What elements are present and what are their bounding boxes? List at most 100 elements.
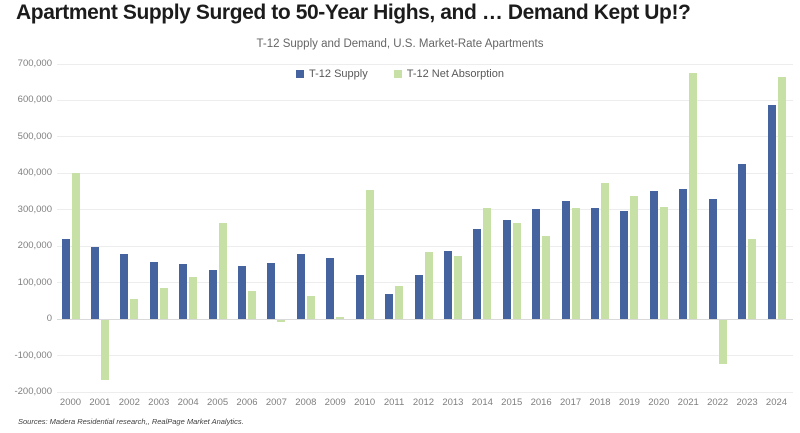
x-tick-label-2020: 2020 [648,397,670,408]
gridline-700000 [57,63,793,65]
bar-supply-2001 [90,246,99,320]
bar-absorption-2011 [395,286,404,320]
bar-absorption-2005 [218,223,227,320]
x-tick-label-2016: 2016 [530,397,552,408]
bar-supply-2022 [708,198,717,320]
bar-absorption-2008 [306,296,315,320]
x-tick-label-2011: 2011 [383,397,405,408]
y-tick-label: -200,000 [14,386,52,397]
y-tick-label: 300,000 [17,203,52,215]
x-tick-label-2024: 2024 [765,397,788,408]
bar-supply-2004 [179,264,188,320]
y-tick-label: 600,000 [17,94,52,106]
bar-absorption-2020 [659,206,668,320]
legend-item-absorption: T-12 Net Absorption [393,68,504,80]
x-tick-label-2003: 2003 [148,397,170,408]
bar-absorption-2016 [542,236,551,320]
x-tick-label-2022: 2022 [707,397,729,408]
bar-absorption-2007 [277,320,286,322]
x-tick-label-2004: 2004 [177,397,199,408]
bar-supply-2010 [355,275,364,320]
source-note: Sources: Madera Residential research,, R… [18,417,244,426]
gridline-500000 [57,136,793,138]
bar-absorption-2009 [336,317,345,320]
bar-absorption-2012 [424,251,433,320]
bar-supply-2017 [561,200,570,320]
bar-supply-2006 [238,266,246,320]
bar-supply-2011 [385,294,394,320]
bar-supply-2021 [679,188,688,320]
bar-supply-2005 [208,269,217,320]
bar-absorption-2018 [601,183,609,320]
bar-supply-2003 [149,261,158,320]
x-tick-label-2023: 2023 [736,397,758,408]
x-tick-label-2015: 2015 [501,397,523,408]
legend-item-supply: T-12 Supply [296,68,368,80]
x-tick-label-2001: 2001 [89,397,111,408]
x-tick-label-2002: 2002 [118,397,140,408]
bar-absorption-2024 [777,76,786,320]
x-tick-label-2019: 2019 [618,397,640,408]
bar-absorption-2017 [571,207,580,320]
bar-supply-2000 [61,238,70,320]
chart-subtitle: T-12 Supply and Demand, U.S. Market-Rate… [256,38,544,50]
x-tick-label-2005: 2005 [207,397,229,408]
bar-absorption-2010 [365,189,374,320]
gridline-600000 [57,99,793,101]
bar-absorption-2006 [248,290,256,320]
y-tick-label: 400,000 [17,167,52,179]
y-tick-label: 200,000 [17,240,52,252]
bar-absorption-2002 [130,299,139,320]
gridline-300000 [57,209,793,211]
chart-title: Apartment Supply Surged to 50-Year Highs… [16,1,691,24]
bar-absorption-2019 [630,196,639,320]
plot-area [57,63,793,393]
bar-supply-2016 [532,208,541,320]
x-tick-label-2007: 2007 [265,397,287,408]
x-tick-label-2013: 2013 [442,397,464,408]
bar-supply-2013 [443,250,452,320]
bar-supply-2019 [620,210,629,320]
x-tick-label-2000: 2000 [59,397,82,408]
bar-supply-2020 [649,190,658,320]
gridline-0 [57,318,793,320]
x-tick-label-2014: 2014 [471,397,493,408]
bar-absorption-2004 [189,277,198,320]
bar-supply-2012 [414,275,423,320]
x-tick-label-2010: 2010 [354,397,376,408]
y-tick-label: 700,000 [17,58,52,69]
bar-absorption-2022 [718,320,727,364]
bar-absorption-2003 [159,288,168,320]
bar-supply-2023 [738,164,747,320]
bar-absorption-2015 [512,222,521,320]
bar-absorption-2014 [483,207,492,320]
x-tick-label-2017: 2017 [560,397,582,408]
bar-absorption-2013 [453,256,462,320]
gridline--100000 [57,355,793,357]
bar-supply-2024 [767,104,776,320]
x-tick-label-2021: 2021 [677,397,699,408]
y-tick-label: 0 [46,313,52,325]
bar-absorption-2023 [748,238,757,320]
legend-supply-label: T-12 Supply [309,68,368,80]
bar-supply-2009 [326,257,335,320]
bar-supply-2015 [502,219,511,320]
y-tick-label: -100,000 [14,349,52,361]
gridline-400000 [57,172,793,174]
bar-supply-2007 [267,263,276,320]
x-tick-label-2009: 2009 [324,397,346,408]
y-tick-label: 100,000 [17,276,52,288]
bar-absorption-2021 [689,73,698,320]
bar-supply-2014 [473,228,482,320]
x-tick-label-2008: 2008 [295,397,317,408]
gridline-200000 [57,245,793,247]
legend: T-12 Supply T-12 Net Absorption [0,68,800,80]
bar-supply-2018 [591,207,599,320]
legend-absorption-label: T-12 Net Absorption [406,68,504,80]
bar-absorption-2000 [71,173,80,320]
bar-supply-2002 [120,253,129,320]
absorption-swatch-icon [393,70,402,78]
x-tick-label-2006: 2006 [236,397,258,408]
bar-absorption-2001 [100,320,109,381]
